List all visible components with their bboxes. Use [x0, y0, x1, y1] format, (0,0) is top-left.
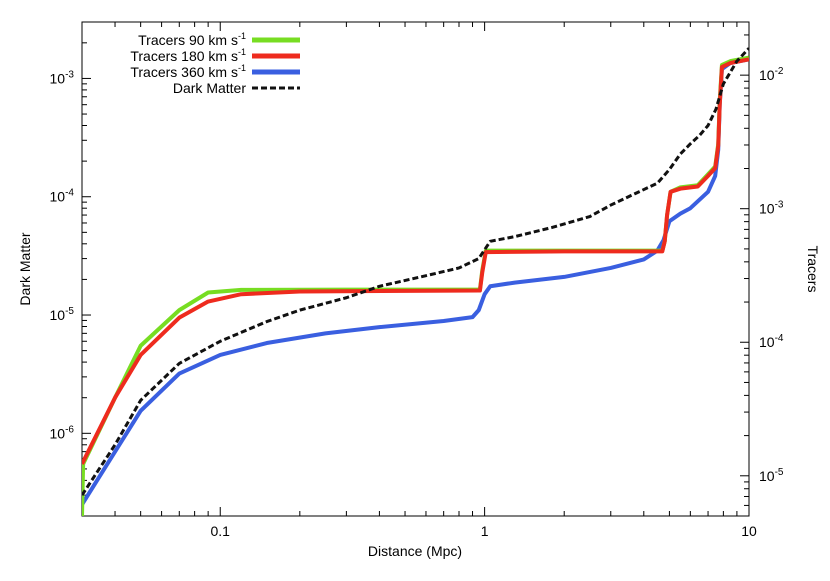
series-layer [82, 47, 749, 516]
x-axis-title: Distance (Mpc) [368, 543, 462, 559]
legend-label: Tracers 90 km s-1 [138, 31, 246, 48]
legend-label: Dark Matter [173, 80, 246, 96]
series-line-1 [82, 57, 749, 465]
x-tick-label: 1 [481, 523, 489, 539]
y-axis-title-right: Tracers [805, 246, 821, 293]
y-right-tick-label: 10-4 [759, 333, 784, 350]
y-left-tick-label: 10-6 [50, 424, 75, 441]
legend-label: Tracers 180 km s-1 [130, 47, 246, 64]
y-right-tick-label: 10-3 [759, 200, 784, 217]
y-left-tick-label: 10-3 [50, 69, 75, 86]
x-tick-label: 0.1 [211, 523, 231, 539]
y-right-tick-label: 10-2 [759, 66, 784, 83]
x-tick-label: 10 [741, 523, 757, 539]
y-axis-title-left: Dark Matter [17, 232, 33, 305]
y-left-tick-label: 10-4 [50, 188, 75, 205]
y-right-tick-label: 10-5 [759, 467, 784, 484]
series-line-3 [82, 47, 749, 496]
ticks [81, 21, 750, 517]
plot-area [81, 21, 750, 517]
tick-labels: 0.1 1 10 10-6 10-5 10-4 10-3 10-5 10-4 10-3 10-2 [50, 66, 784, 539]
y-left-tick-label: 10-5 [50, 306, 75, 323]
legend-label: Tracers 360 km s-1 [130, 63, 246, 80]
